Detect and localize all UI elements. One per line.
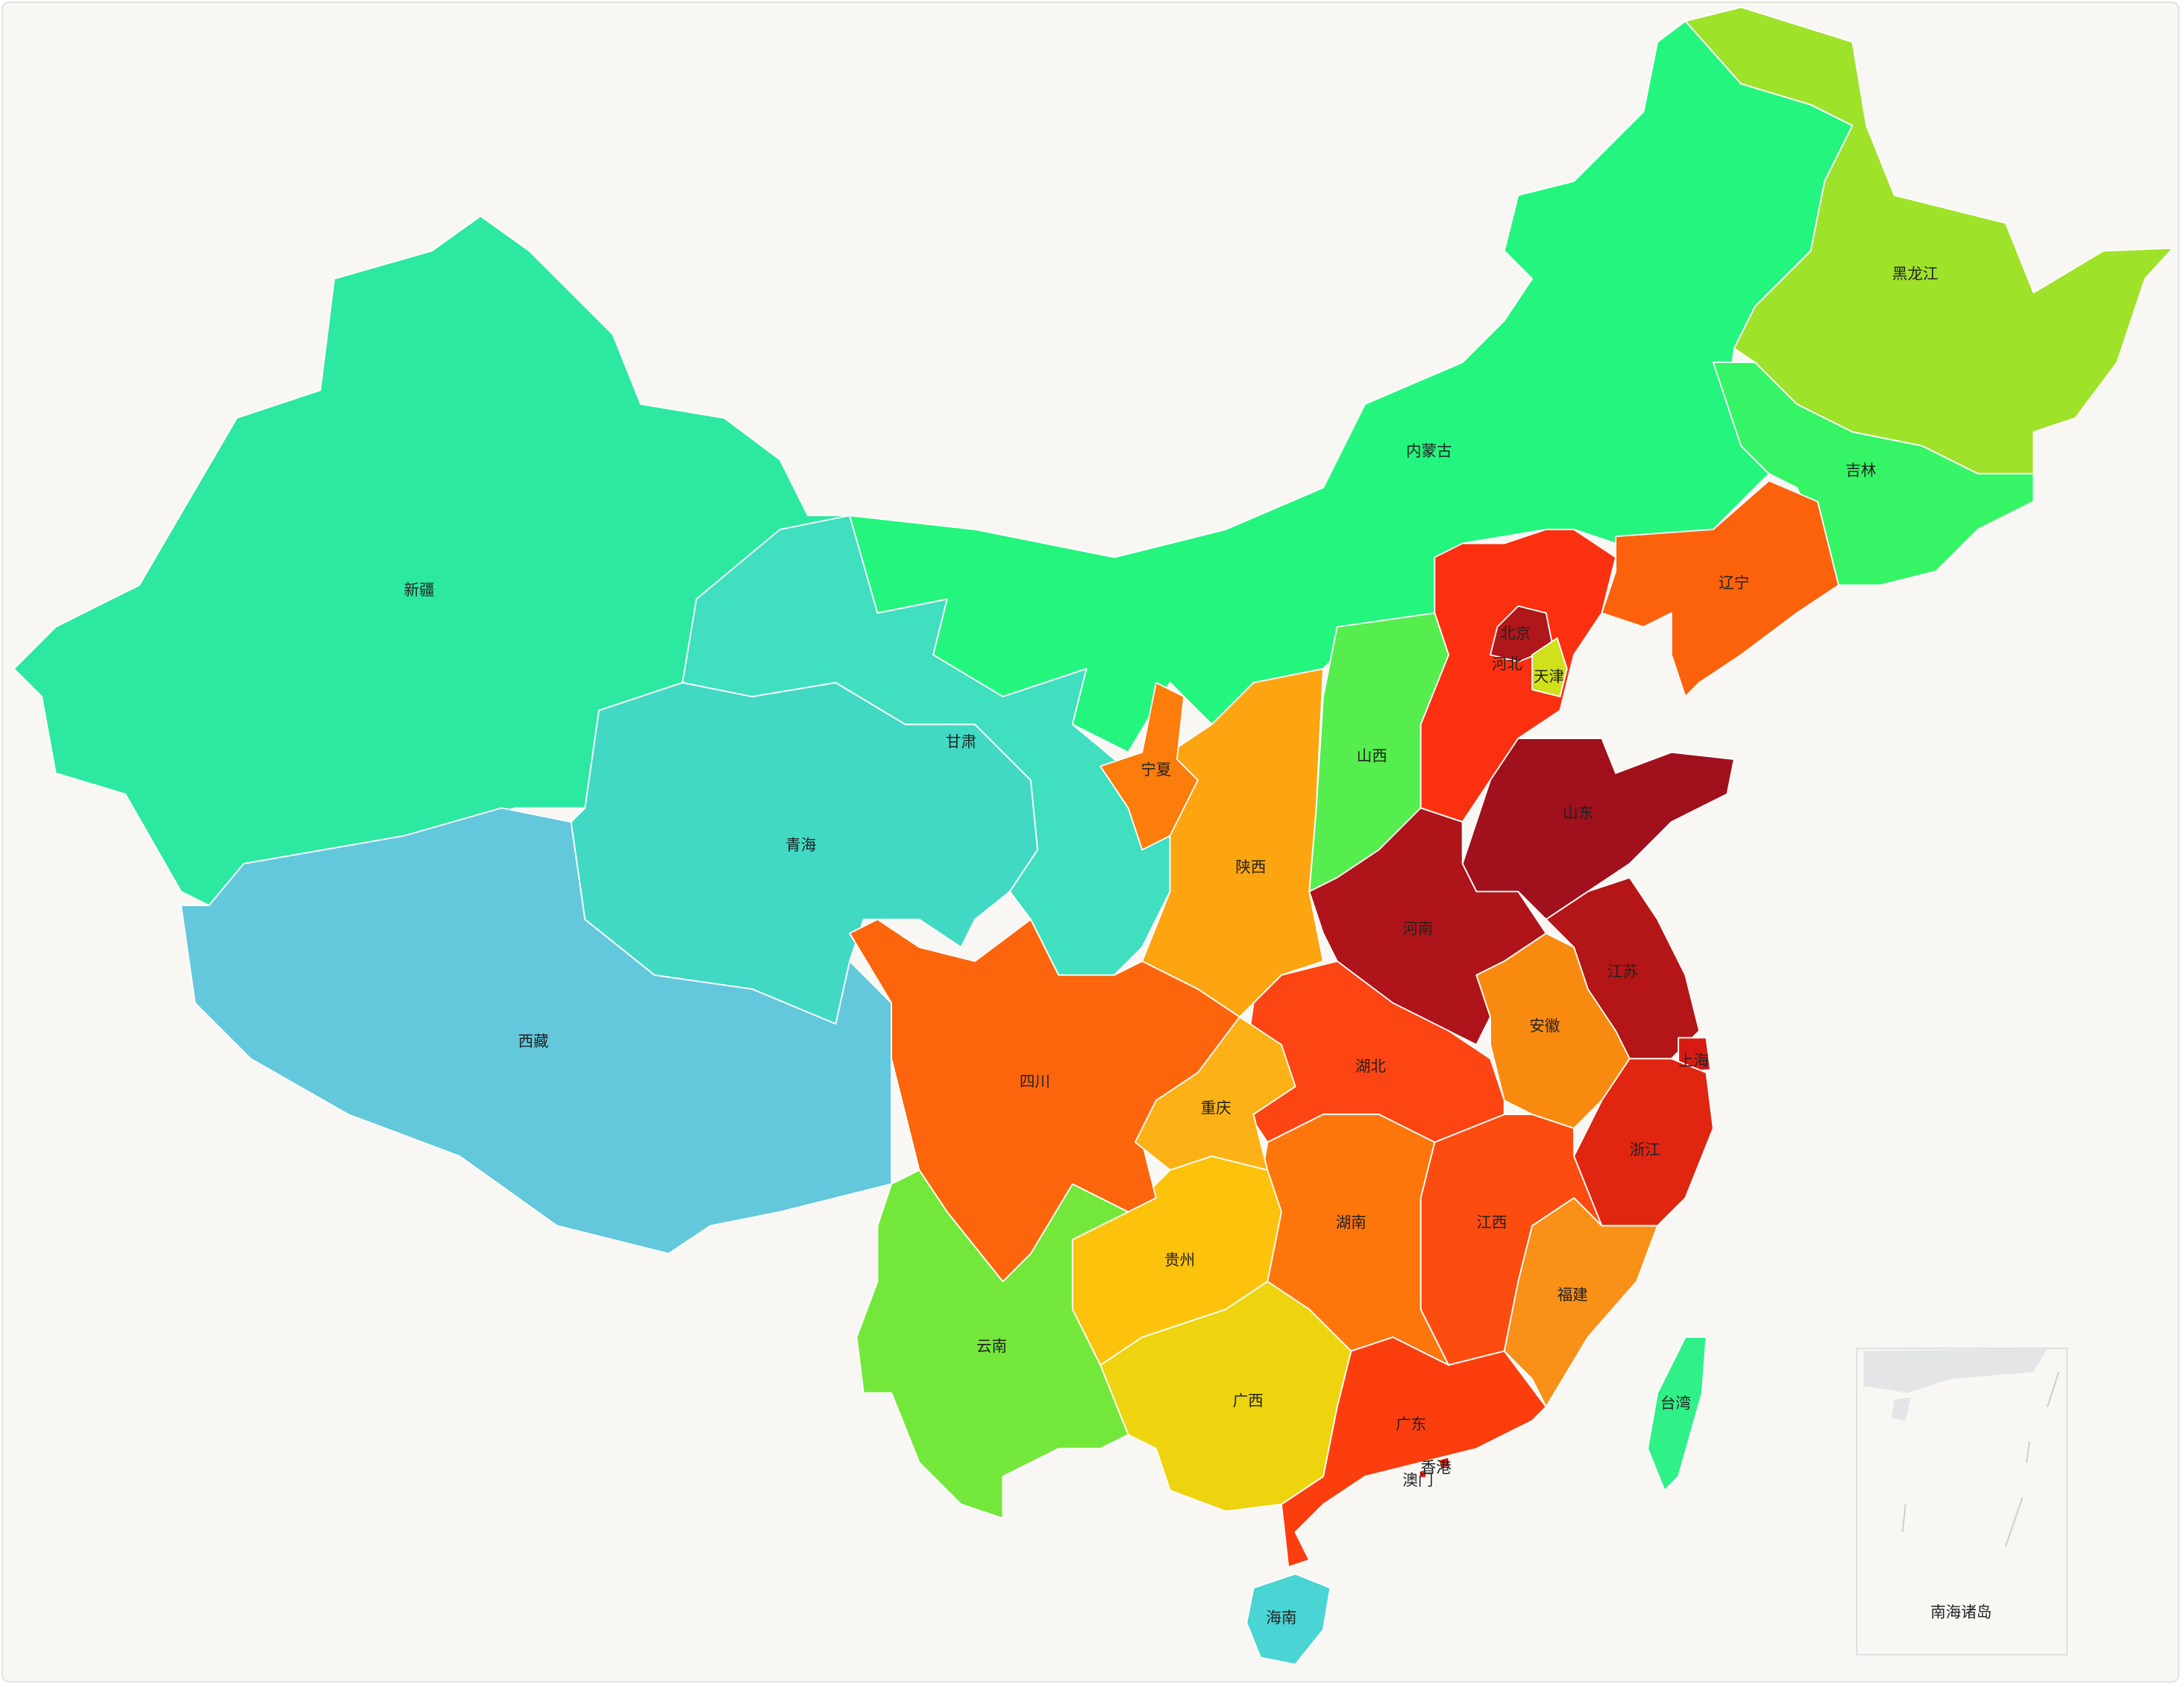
province-label: 广东 (1396, 1416, 1426, 1433)
province-label: 贵州 (1164, 1251, 1195, 1269)
province-label: 云南 (976, 1337, 1007, 1355)
province-region (1503, 1197, 1659, 1408)
province-label: 陕西 (1235, 858, 1266, 876)
province-label: 西藏 (518, 1032, 549, 1050)
province-label: 青海 (785, 836, 816, 854)
inset-line (2005, 1497, 2024, 1547)
inset-line (2026, 1441, 2030, 1463)
province-label: 澳门 (1402, 1471, 1433, 1489)
province-label: 黑龙江 (1892, 265, 1939, 283)
province-label: 河北 (1492, 655, 1522, 673)
province-label: 重庆 (1201, 1099, 1231, 1117)
province-region (1134, 1016, 1296, 1171)
inset-label: 南海诸岛 (1930, 1603, 1992, 1621)
province-label: 海南 (1266, 1609, 1296, 1627)
province-layer (13, 6, 2174, 1665)
province-label: 辽宁 (1719, 574, 1749, 592)
province-region (1647, 1336, 1707, 1492)
province-region (1246, 1573, 1331, 1665)
province-label: 江西 (1476, 1213, 1507, 1231)
province-label: 江苏 (1607, 963, 1638, 981)
inset-island (1891, 1397, 1911, 1421)
province-region (1531, 637, 1568, 697)
south-china-sea-inset: 南海诸岛 (1856, 1347, 2068, 1656)
province-region (1438, 1456, 1451, 1469)
inset-line (1901, 1504, 1907, 1533)
province-label: 吉林 (1845, 461, 1876, 479)
province-label: 四川 (1020, 1072, 1050, 1090)
province-label: 北京 (1500, 624, 1531, 642)
province-label: 山东 (1563, 804, 1593, 822)
province-label: 香港 (1421, 1459, 1452, 1477)
province-label: 福建 (1557, 1286, 1588, 1304)
province-region (1418, 1468, 1428, 1479)
inset-land (1863, 1348, 2048, 1393)
province-label: 天津 (1534, 667, 1564, 685)
inset-box (1856, 1347, 2068, 1656)
province-region (1141, 667, 1324, 1018)
province-label: 湖南 (1336, 1213, 1366, 1231)
province-region (1601, 480, 1839, 697)
province-label: 湖北 (1355, 1058, 1386, 1075)
province-label: 宁夏 (1140, 761, 1171, 779)
province-label: 新疆 (404, 581, 435, 599)
province-label: 台湾 (1660, 1395, 1691, 1413)
province-label: 山西 (1357, 747, 1387, 764)
province-region (1099, 682, 1199, 851)
province-label: 浙江 (1630, 1141, 1660, 1159)
province-label: 上海 (1678, 1052, 1709, 1069)
inset-line (2047, 1372, 2059, 1407)
province-label: 河南 (1402, 920, 1433, 937)
province-label: 内蒙古 (1406, 442, 1452, 459)
province-label: 广西 (1233, 1392, 1264, 1410)
province-label: 甘肃 (946, 733, 976, 751)
province-label: 安徽 (1529, 1017, 1560, 1035)
province-region (1712, 361, 2035, 586)
